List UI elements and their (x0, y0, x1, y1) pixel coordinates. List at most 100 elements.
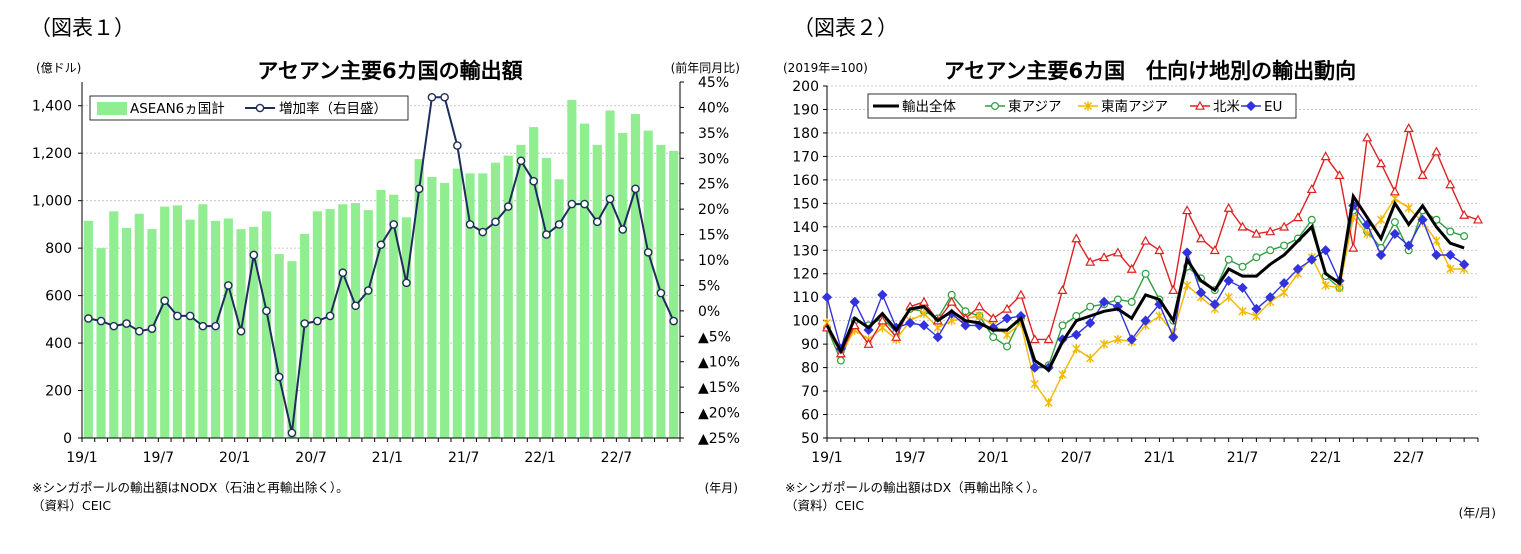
series-point-2 (1432, 236, 1441, 246)
bar (121, 227, 132, 438)
series-point-4 (1292, 263, 1304, 275)
bar (376, 189, 386, 438)
growth-point (351, 301, 360, 311)
bar (516, 144, 526, 439)
series-point-2 (933, 323, 942, 333)
chart-title-2: アセアン主要6カ国 仕向け地別の輸出動向 (944, 59, 1356, 83)
y-tick-label: 180 (792, 126, 819, 142)
growth-point (440, 92, 449, 102)
series-point-4 (1389, 228, 1400, 239)
left-tick-label: 0 (63, 431, 72, 447)
series-point-2 (1002, 330, 1012, 340)
legend-marker-1 (990, 101, 999, 110)
right-tick-label: 25% (698, 177, 729, 193)
series-point-1 (1390, 218, 1399, 227)
source-2: （資料）CEIC (785, 498, 864, 513)
x-tick-label: 19/7 (143, 450, 174, 466)
series-point-3 (1195, 233, 1206, 243)
growth-point (669, 316, 678, 326)
bar (350, 203, 361, 438)
y-tick-label: 200 (792, 79, 819, 95)
left-tick-label: 800 (45, 241, 72, 257)
series-point-2 (1044, 398, 1053, 408)
growth-point (274, 372, 284, 382)
legend-label-2: 東南アジア (1101, 99, 1168, 115)
series-point-3 (1071, 233, 1082, 243)
growth-point (643, 248, 653, 257)
growth-point (173, 311, 182, 321)
legend-label-4: EU (1264, 99, 1282, 115)
growth-point (465, 220, 475, 229)
growth-point (96, 316, 106, 326)
series-point-2 (1113, 334, 1122, 345)
right-tick-label: ▲20% (698, 406, 740, 422)
series-point-3 (1265, 226, 1276, 236)
series-point-1 (1086, 302, 1095, 311)
growth-point (605, 194, 615, 204)
growth-point (134, 326, 144, 336)
x-tick-label: 20/1 (977, 450, 1008, 466)
series-point-3 (891, 331, 902, 341)
right-tick-label: ▲10% (698, 355, 740, 371)
growth-point (414, 184, 424, 194)
series-point-2 (1446, 264, 1455, 274)
y-tick-label: 90 (801, 337, 819, 353)
growth-point (249, 250, 259, 260)
series-point-4 (1459, 259, 1470, 270)
growth-point (313, 316, 322, 326)
series-point-3 (1445, 179, 1456, 189)
series-point-4 (1403, 240, 1414, 251)
series-point-4 (1265, 292, 1276, 303)
growth-point (453, 141, 462, 150)
bar (440, 182, 450, 438)
series-point-2 (1099, 339, 1109, 349)
bar (261, 211, 272, 438)
series-point-1 (1460, 232, 1469, 241)
x-axis-unit-2: (年/月) (1459, 506, 1496, 520)
series-point-2 (1238, 306, 1247, 316)
series-point-4 (1445, 249, 1456, 261)
series-point-4 (1182, 247, 1193, 258)
growth-point (185, 311, 195, 321)
growth-point (402, 278, 411, 288)
series-point-4 (1168, 331, 1179, 343)
y-tick-label: 170 (792, 149, 819, 165)
growth-point (160, 296, 170, 305)
growth-point (122, 319, 131, 328)
growth-point (198, 321, 208, 331)
growth-point (427, 92, 437, 102)
bar (287, 261, 297, 438)
growth-point (224, 281, 233, 290)
legend-label-bars: ASEAN6ヵ国計 (130, 101, 225, 117)
series-point-3 (1015, 289, 1026, 299)
growth-point (325, 311, 335, 321)
x-tick-label: 19/7 (894, 450, 925, 466)
series-point-2 (1376, 215, 1386, 225)
series-point-2 (1072, 344, 1081, 354)
series-point-4 (1417, 214, 1428, 225)
chart-title-1: アセアン主要6カ国の輸出額 (257, 59, 522, 83)
series-point-2 (1183, 280, 1192, 291)
note-1: ※シンガポールの輸出額はNODX（石油と再輸出除く）。 (32, 480, 349, 495)
series-point-1 (1307, 215, 1316, 224)
y-tick-label: 150 (792, 196, 819, 212)
series-point-4 (960, 320, 971, 331)
series-point-3 (988, 313, 999, 323)
x-tick-label: 22/7 (1393, 450, 1424, 466)
left-tick-label: 1,200 (32, 146, 72, 162)
y-tick-label: 130 (792, 243, 819, 259)
series-point-3 (1403, 123, 1414, 133)
growth-point (389, 220, 399, 229)
bar (147, 229, 157, 438)
bar (427, 176, 437, 438)
legend-swatch-bar (97, 102, 127, 115)
right-tick-label: 5% (698, 278, 720, 294)
series-point-3 (1320, 151, 1331, 161)
x-tick-label: 22/7 (601, 450, 632, 466)
bar (198, 204, 208, 438)
note-2: ※シンガポールの輸出額はDX（再輸出除く）。 (785, 480, 1045, 495)
series-point-2 (1030, 379, 1039, 389)
growth-point (554, 220, 564, 229)
